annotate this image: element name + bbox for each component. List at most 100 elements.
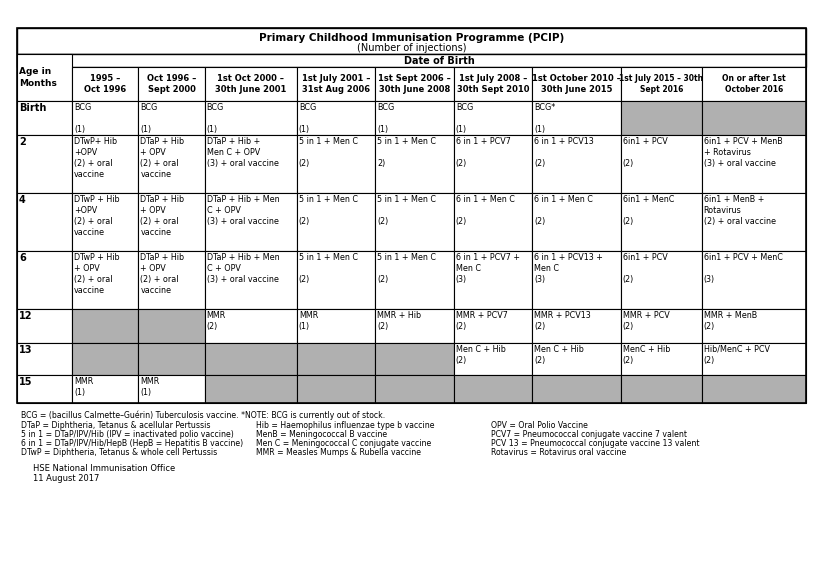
Text: (Number of injections): (Number of injections) xyxy=(356,43,467,54)
Bar xyxy=(621,309,702,343)
Text: 1st July 2001 –
31st Aug 2006: 1st July 2001 – 31st Aug 2006 xyxy=(302,74,370,94)
Bar xyxy=(205,251,297,309)
Text: DTwP + Hib
+OPV
(2) + oral
vaccine: DTwP + Hib +OPV (2) + oral vaccine xyxy=(74,195,120,237)
Text: Men C + Hib
(2): Men C + Hib (2) xyxy=(456,345,505,365)
Bar xyxy=(702,251,806,309)
Bar xyxy=(453,101,532,135)
Bar xyxy=(205,375,297,403)
Bar xyxy=(375,135,453,193)
Bar xyxy=(297,101,375,135)
Bar xyxy=(375,309,453,343)
Bar xyxy=(702,193,806,251)
Bar xyxy=(205,135,297,193)
Text: MMR
(2): MMR (2) xyxy=(207,311,226,331)
Bar xyxy=(297,309,375,343)
Bar xyxy=(453,135,532,193)
Text: DTwP + Hib
+ OPV
(2) + oral
vaccine: DTwP + Hib + OPV (2) + oral vaccine xyxy=(74,253,120,295)
Bar xyxy=(17,193,72,251)
Bar xyxy=(532,67,621,101)
Text: MMR + PCV7
(2): MMR + PCV7 (2) xyxy=(456,311,508,331)
Bar xyxy=(532,135,621,193)
Bar xyxy=(621,67,702,101)
Text: 5 in 1 + Men C

(2): 5 in 1 + Men C (2) xyxy=(299,195,358,226)
Bar xyxy=(205,101,297,135)
Text: OPV = Oral Polio Vaccine: OPV = Oral Polio Vaccine xyxy=(491,421,588,430)
Text: Age in
Months: Age in Months xyxy=(19,67,57,88)
Text: 1st October 2010 –
30th June 2015: 1st October 2010 – 30th June 2015 xyxy=(532,74,621,94)
Text: Hib/MenC + PCV
(2): Hib/MenC + PCV (2) xyxy=(704,345,770,365)
Text: 6 in 1 = DTaP/IPV/Hib/HepB (HepB = Hepatitis B vaccine): 6 in 1 = DTaP/IPV/Hib/HepB (HepB = Hepat… xyxy=(21,439,243,448)
Bar xyxy=(138,67,205,101)
Text: 6 in 1 + Men C

(2): 6 in 1 + Men C (2) xyxy=(456,195,514,226)
Bar xyxy=(621,375,702,403)
Text: Hib = Haemophilus influenzae type b vaccine: Hib = Haemophilus influenzae type b vacc… xyxy=(256,421,435,430)
Bar xyxy=(702,101,806,135)
Text: Oct 1996 –
Sept 2000: Oct 1996 – Sept 2000 xyxy=(147,74,197,94)
Bar xyxy=(297,67,375,101)
Text: DTaP + Hib
+ OPV
(2) + oral
vaccine: DTaP + Hib + OPV (2) + oral vaccine xyxy=(141,137,184,179)
Text: Date of Birth: Date of Birth xyxy=(404,55,475,66)
Bar xyxy=(532,101,621,135)
Bar xyxy=(621,193,702,251)
Bar xyxy=(72,67,138,101)
Text: BCG

(1): BCG (1) xyxy=(74,103,91,134)
Bar xyxy=(17,54,72,101)
Bar xyxy=(453,309,532,343)
Text: 13: 13 xyxy=(19,345,32,355)
Text: 5 in 1 + Men C

(2): 5 in 1 + Men C (2) xyxy=(299,137,358,168)
Bar xyxy=(17,343,72,375)
Text: On or after 1st
October 2016: On or after 1st October 2016 xyxy=(722,74,786,94)
Bar xyxy=(17,309,72,343)
Text: BCG

(1): BCG (1) xyxy=(299,103,316,134)
Text: 6 in 1 + PCV7 +
Men C
(3): 6 in 1 + PCV7 + Men C (3) xyxy=(456,253,520,284)
Bar xyxy=(621,135,702,193)
Bar xyxy=(205,67,297,101)
Bar xyxy=(297,135,375,193)
Text: 1st Sept 2006 –
30th June 2008: 1st Sept 2006 – 30th June 2008 xyxy=(378,74,451,94)
Text: Men C + Hib
(2): Men C + Hib (2) xyxy=(534,345,584,365)
Bar xyxy=(375,343,453,375)
Text: 6: 6 xyxy=(19,253,26,263)
Text: MMR
(1): MMR (1) xyxy=(74,377,94,397)
Text: DTaP = Diphtheria, Tetanus & acellular Pertussis: DTaP = Diphtheria, Tetanus & acellular P… xyxy=(21,421,211,430)
Text: DTaP + Hib + Men
C + OPV
(3) + oral vaccine: DTaP + Hib + Men C + OPV (3) + oral vacc… xyxy=(207,195,279,226)
Bar xyxy=(138,135,205,193)
Bar xyxy=(17,375,72,403)
Text: MMR = Measles Mumps & Rubella vaccine: MMR = Measles Mumps & Rubella vaccine xyxy=(256,448,421,457)
Text: 5 in 1 + Men C

(2): 5 in 1 + Men C (2) xyxy=(377,253,436,284)
Bar xyxy=(621,251,702,309)
Bar xyxy=(72,309,138,343)
Text: 6in1 + PCV + MenC

(3): 6in1 + PCV + MenC (3) xyxy=(704,253,783,284)
Text: 6in1 + PCV

(2): 6in1 + PCV (2) xyxy=(623,253,667,284)
Bar xyxy=(72,135,138,193)
Bar xyxy=(17,54,72,67)
Bar xyxy=(375,67,453,101)
Bar xyxy=(138,343,205,375)
Text: 5 in 1 + Men C

2): 5 in 1 + Men C 2) xyxy=(377,137,436,168)
Bar xyxy=(72,101,138,135)
Bar xyxy=(205,309,297,343)
Bar xyxy=(138,309,205,343)
Bar xyxy=(702,67,806,101)
Text: DTwP = Diphtheria, Tetanus & whole cell Pertussis: DTwP = Diphtheria, Tetanus & whole cell … xyxy=(21,448,217,457)
Text: BCG

(1): BCG (1) xyxy=(377,103,394,134)
Text: Men C = Meningococcal C conjugate vaccine: Men C = Meningococcal C conjugate vaccin… xyxy=(256,439,431,448)
Bar xyxy=(453,67,532,101)
Bar xyxy=(17,101,72,135)
Text: DTaP + Hib
+ OPV
(2) + oral
vaccine: DTaP + Hib + OPV (2) + oral vaccine xyxy=(141,195,184,237)
Bar xyxy=(17,251,72,309)
Text: 6in1 + MenB +
Rotavirus
(2) + oral vaccine: 6in1 + MenB + Rotavirus (2) + oral vacci… xyxy=(704,195,776,226)
Bar xyxy=(17,54,806,67)
Text: 1st July 2008 –
30th Sept 2010: 1st July 2008 – 30th Sept 2010 xyxy=(457,74,529,94)
Text: MenB = Meningococcal B vaccine: MenB = Meningococcal B vaccine xyxy=(256,430,387,439)
Text: DTaP + Hib + Men
C + OPV
(3) + oral vaccine: DTaP + Hib + Men C + OPV (3) + oral vacc… xyxy=(207,253,279,284)
Text: MMR + PCV13
(2): MMR + PCV13 (2) xyxy=(534,311,591,331)
Bar xyxy=(702,343,806,375)
Text: 5 in 1 = DTaP/IPV/Hib (IPV = inactivated polio vaccine): 5 in 1 = DTaP/IPV/Hib (IPV = inactivated… xyxy=(21,430,234,439)
Bar xyxy=(621,343,702,375)
Bar xyxy=(72,193,138,251)
Text: 1995 –
Oct 1996: 1995 – Oct 1996 xyxy=(84,74,127,94)
Text: 6in1 + MenC

(2): 6in1 + MenC (2) xyxy=(623,195,674,226)
Text: 2: 2 xyxy=(19,137,26,147)
Text: 6 in 1 + PCV7

(2): 6 in 1 + PCV7 (2) xyxy=(456,137,511,168)
